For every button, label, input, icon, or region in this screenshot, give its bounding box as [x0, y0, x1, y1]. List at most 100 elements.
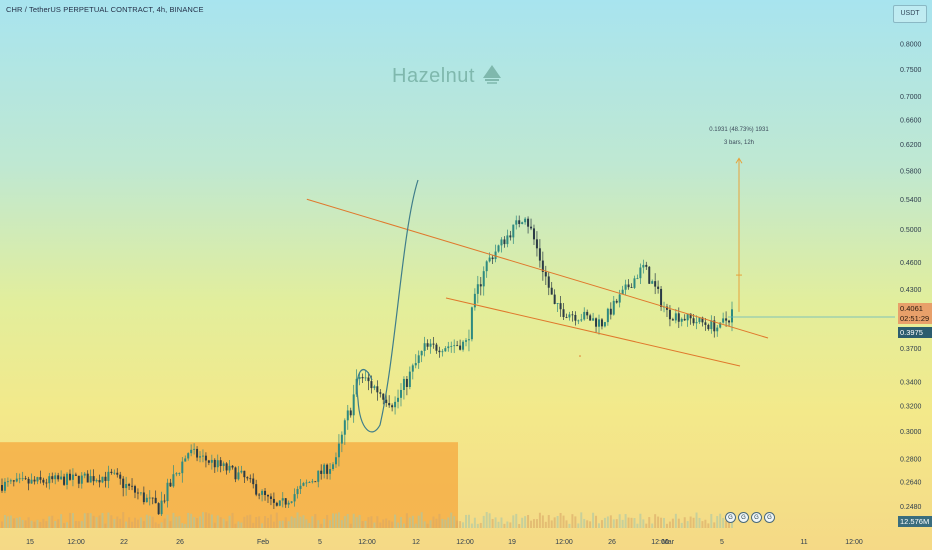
candle-body — [290, 501, 293, 503]
candle-body — [538, 248, 541, 261]
volume-bar — [674, 513, 677, 528]
y-tick-label: 0.2480 — [900, 504, 922, 511]
volume-bar — [71, 513, 74, 528]
volume-bar — [104, 523, 107, 528]
candle-body — [589, 315, 592, 321]
candle-body — [606, 308, 609, 323]
volume-bar — [281, 520, 284, 528]
candle-body — [612, 300, 615, 315]
volume-bar — [355, 517, 358, 528]
volume-bar — [74, 521, 77, 528]
candle-body — [119, 474, 122, 479]
volume-bar — [210, 514, 213, 528]
candle-body — [125, 484, 128, 489]
volume-bar — [577, 523, 580, 528]
candle-body — [580, 319, 583, 321]
x-tick-label: 15 — [26, 539, 34, 546]
candle-body — [506, 235, 509, 245]
volume-bar — [695, 512, 698, 528]
volume-bar — [399, 517, 402, 528]
volume-bar — [178, 516, 181, 528]
volume-bar — [559, 512, 562, 528]
candle-body — [89, 476, 92, 483]
volume-bar — [216, 515, 219, 528]
volume-bar — [571, 514, 574, 528]
volume-bar — [725, 520, 728, 528]
volume-bar — [258, 516, 261, 528]
candle-body — [654, 281, 657, 287]
candle-body — [45, 482, 48, 484]
volume-bar — [600, 520, 603, 528]
volume-bar — [231, 512, 234, 528]
candle-body — [420, 350, 423, 356]
volume-bar — [169, 521, 172, 528]
candle-body — [648, 266, 651, 284]
volume-bar — [284, 517, 287, 528]
candle-body — [12, 480, 15, 482]
candle-body — [240, 470, 243, 473]
x-tick-label: 12:00 — [67, 539, 85, 546]
volume-bar — [314, 513, 317, 528]
candle-body — [80, 475, 83, 484]
candle-body — [193, 448, 196, 450]
volume-bar — [444, 519, 447, 528]
volume-bar — [51, 515, 54, 528]
volume-bar — [388, 520, 391, 528]
volume-bar — [491, 518, 494, 528]
price-axis[interactable]: 0.8000 0.7500 0.7000 0.6600 0.6200 0.5800 0.54… — [900, 41, 922, 511]
candle-body — [562, 309, 565, 317]
volume-bar — [54, 520, 57, 528]
volume-bar — [326, 514, 329, 528]
volume-bar — [580, 512, 583, 528]
volume-bar — [373, 522, 376, 528]
candle-body — [618, 294, 621, 303]
volume-bar — [683, 517, 686, 528]
volume-bar — [181, 523, 184, 528]
y-tick-label: 0.7500 — [900, 67, 922, 74]
volume-bar — [692, 517, 695, 528]
volume-bar — [187, 512, 190, 528]
candle-body — [199, 456, 202, 458]
volume-bar — [482, 515, 485, 528]
candle-body — [394, 401, 397, 408]
volume-bar — [133, 517, 136, 528]
currency-badge[interactable]: USDT — [893, 5, 927, 23]
candle-body — [332, 464, 335, 470]
candle-body — [633, 278, 636, 288]
volume-bar — [668, 521, 671, 528]
volume-bar — [462, 522, 465, 528]
candle-body — [488, 257, 491, 262]
candle-body — [317, 470, 320, 482]
volume-bar — [39, 522, 42, 528]
event-icon[interactable]: G — [725, 512, 736, 523]
event-icon[interactable]: G — [764, 512, 775, 523]
volume-bar — [453, 516, 456, 528]
candle-body — [77, 475, 80, 484]
event-icon[interactable]: G — [751, 512, 762, 523]
volume-bar — [201, 512, 204, 528]
volume-bar — [686, 521, 689, 528]
volume-bar — [290, 516, 293, 528]
candle-body — [258, 494, 261, 496]
x-tick-label: Feb — [257, 539, 269, 546]
volume-bar — [266, 517, 269, 528]
volume-bar — [612, 519, 615, 528]
event-icon[interactable]: G — [738, 512, 749, 523]
candle-body — [24, 478, 27, 480]
candle-body — [128, 484, 131, 486]
volume-bar — [456, 520, 459, 528]
volume-bar — [394, 514, 397, 528]
candle-body — [63, 476, 66, 485]
time-axis[interactable]: 15 12:00 22 26 Feb 5 12:00 12 12:00 19 12:00 26 12:0… — [26, 539, 863, 546]
volume-bar — [447, 517, 450, 528]
measure-arrowhead — [735, 157, 743, 164]
candle-body — [107, 471, 110, 481]
candle-body — [323, 464, 326, 474]
candle-body — [651, 281, 654, 284]
candle-body — [364, 377, 367, 379]
volume-bar — [636, 523, 639, 528]
volume-bar — [207, 513, 210, 528]
candle-body — [98, 480, 101, 483]
volume-bar — [562, 515, 565, 528]
